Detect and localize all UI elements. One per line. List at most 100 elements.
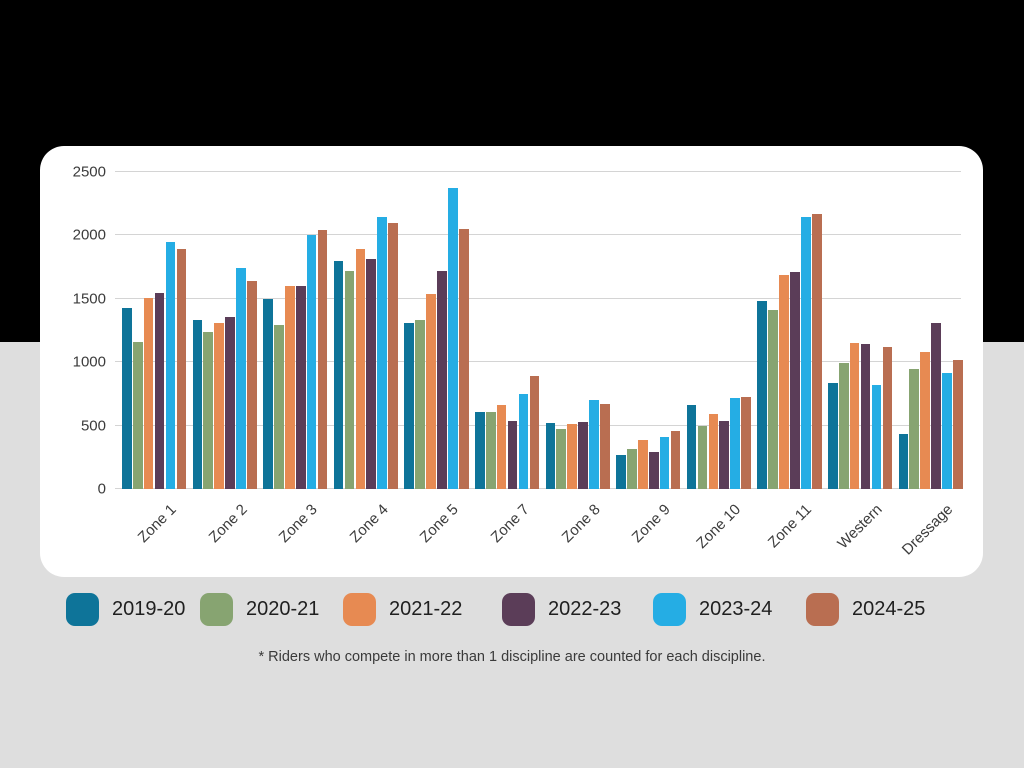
bar-group-dressage xyxy=(898,172,964,489)
bar-2020-21 xyxy=(415,319,425,489)
bar-2024-25 xyxy=(600,404,610,489)
bar-group-zone-10 xyxy=(686,172,752,489)
gridline xyxy=(115,297,961,299)
bar-2020-21 xyxy=(203,331,214,489)
bar-2021-22 xyxy=(426,293,436,489)
bar-2024-25 xyxy=(388,222,398,489)
bar-2020-21 xyxy=(556,429,567,489)
bar-2024-25 xyxy=(458,229,469,489)
bar-2021-22 xyxy=(637,440,648,489)
legend-item-2024-25: 2024-25 xyxy=(806,593,925,626)
bar-group-zone-7 xyxy=(475,172,540,489)
bar-2019-20 xyxy=(616,454,626,489)
bar-2020-21 xyxy=(838,363,849,489)
bar-2019-20 xyxy=(404,322,415,489)
bar-group-zone-5 xyxy=(404,172,469,489)
bar-2022-23 xyxy=(507,420,518,489)
bar-2024-25 xyxy=(882,346,893,489)
bar-2024-25 xyxy=(529,376,540,489)
bar-2019-20 xyxy=(828,383,838,489)
bar-2023-24 xyxy=(518,393,529,489)
bar-2022-23 xyxy=(719,421,730,489)
x-axis-label: Zone 1 xyxy=(134,501,180,547)
bar-2023-24 xyxy=(306,235,317,489)
bar-2024-25 xyxy=(317,229,328,489)
bar-2022-23 xyxy=(931,322,941,489)
gridline xyxy=(115,171,961,172)
legend-swatch-icon xyxy=(343,593,376,626)
bar-2021-22 xyxy=(143,297,154,489)
gridline xyxy=(115,234,961,236)
gridline xyxy=(115,361,961,363)
bar-2021-22 xyxy=(496,405,507,489)
bar-2021-22 xyxy=(779,274,789,489)
x-axis-label: Zone 10 xyxy=(693,501,745,552)
bar-2019-20 xyxy=(545,423,556,489)
bar-2022-23 xyxy=(648,451,659,489)
bar-2021-22 xyxy=(214,322,225,489)
legend-swatch-icon xyxy=(200,593,233,626)
bar-2021-22 xyxy=(355,249,366,489)
bar-2023-24 xyxy=(589,399,599,489)
bar-2021-22 xyxy=(849,343,860,489)
chart-card: 0 500 1000 1500 2000 2500 Zone 1 Zone 2 Zone 3 Zo… xyxy=(40,146,983,577)
x-axis-label: Western xyxy=(834,501,886,553)
bar-2022-23 xyxy=(578,422,588,489)
bar-2020-21 xyxy=(485,412,496,489)
bar-2024-25 xyxy=(741,397,751,489)
legend-label: 2024-25 xyxy=(852,598,926,620)
bar-2024-25 xyxy=(176,249,187,489)
bar-2023-24 xyxy=(377,217,388,489)
bar-2023-24 xyxy=(800,217,811,489)
bar-group-zone-8 xyxy=(545,172,611,489)
x-axis-label: Zone 9 xyxy=(628,501,674,547)
bar-2024-25 xyxy=(670,430,681,489)
bar-group-zone-3 xyxy=(263,172,328,489)
y-axis-tick-label: 2000 xyxy=(72,226,106,244)
bar-2019-20 xyxy=(898,434,909,489)
bar-2021-22 xyxy=(567,424,578,489)
legend-swatch-icon xyxy=(806,593,839,626)
bar-2023-24 xyxy=(447,188,458,489)
bar-2019-20 xyxy=(122,307,132,489)
bar-2019-20 xyxy=(757,300,768,489)
chart-footnote: * Riders who compete in more than 1 disc… xyxy=(258,649,766,665)
bar-2022-23 xyxy=(154,293,165,489)
bar-2022-23 xyxy=(366,258,377,489)
plot-area: 0 500 1000 1500 2000 2500 Zone 1 Zone 2 Zone 3 Zo… xyxy=(73,164,964,558)
y-axis-tick-label: 1500 xyxy=(72,290,106,308)
x-axis-label: Dressage xyxy=(898,501,957,559)
bar-2020-21 xyxy=(697,425,708,489)
bar-2023-24 xyxy=(730,397,741,489)
bar-2022-23 xyxy=(295,286,306,489)
bar-2024-25 xyxy=(811,214,822,489)
legend-swatch-icon xyxy=(502,593,535,626)
x-axis-label: Zone 3 xyxy=(275,501,321,547)
bar-2022-23 xyxy=(225,317,235,489)
legend-label: 2019-20 xyxy=(112,598,186,620)
legend-label: 2022-23 xyxy=(548,598,622,620)
bar-2021-22 xyxy=(284,286,295,489)
bar-2019-20 xyxy=(192,320,203,489)
bar-2022-23 xyxy=(860,344,871,489)
bar-group-zone-2 xyxy=(192,172,258,489)
bar-2020-21 xyxy=(274,324,284,489)
bar-2023-24 xyxy=(942,372,952,489)
bar-2022-23 xyxy=(437,270,447,489)
bar-group-western xyxy=(828,172,893,489)
bar-2024-25 xyxy=(953,359,963,489)
x-axis-label: Zone 2 xyxy=(205,501,251,547)
bar-2020-21 xyxy=(344,270,355,489)
bar-2019-20 xyxy=(333,260,344,489)
x-axis-label: Zone 4 xyxy=(346,501,392,547)
legend-item-2021-22: 2021-22 xyxy=(343,593,462,626)
bar-2019-20 xyxy=(263,298,273,489)
legend-item-2023-24: 2023-24 xyxy=(653,593,772,626)
x-axis-label: Zone 11 xyxy=(764,501,816,552)
bar-group-zone-1 xyxy=(122,172,187,489)
bar-2023-24 xyxy=(871,385,882,489)
legend-swatch-icon xyxy=(66,593,99,626)
bar-2023-24 xyxy=(236,268,246,489)
y-axis-tick-label: 2500 xyxy=(72,163,106,181)
bar-2023-24 xyxy=(659,437,670,489)
